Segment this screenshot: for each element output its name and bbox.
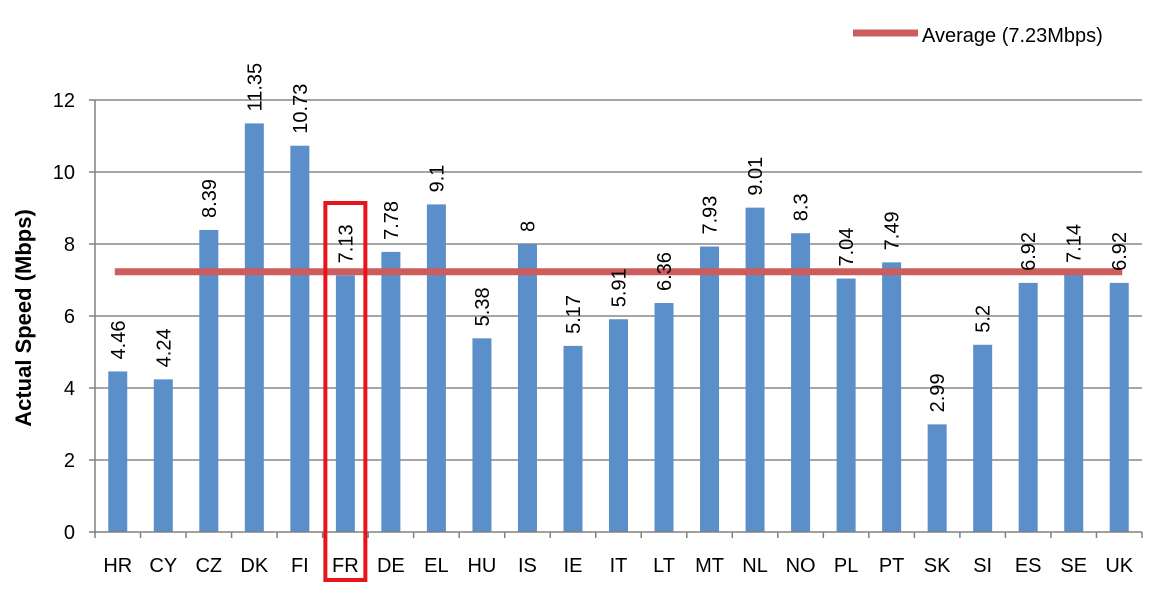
bar-ES [1018, 282, 1038, 532]
data-label-DE: 7.78 [381, 201, 403, 240]
x-tick-label-CZ: CZ [195, 555, 222, 577]
x-tick-label-HR: HR [103, 555, 132, 577]
data-labels: 4.46 4.24 8.39 11.35 10.73 7.13 7.78 9.1 5.38 8 5.… [108, 63, 1131, 413]
bar-SE [1064, 274, 1084, 532]
bar-IE [563, 345, 583, 532]
bar-IS [517, 244, 537, 532]
y-axis-label: Actual Speed (Mbps) [11, 209, 36, 427]
y-tick-labels: 0 2 4 6 8 10 12 [53, 90, 75, 544]
x-tick-label-UK: UK [1105, 555, 1133, 577]
data-label-EL: 9.1 [426, 165, 448, 193]
x-tick-label-EL: EL [424, 555, 448, 577]
bar-FR [335, 275, 355, 532]
highlight-box-FR [323, 201, 368, 582]
data-label-IS: 8 [517, 221, 539, 232]
x-tick-label-PL: PL [834, 555, 858, 577]
x-tick-label-LT: LT [653, 555, 675, 577]
y-tick-label-2: 2 [64, 450, 75, 472]
bar-CZ [199, 229, 219, 532]
bar-MT [700, 246, 720, 532]
data-label-LT: 6.36 [654, 252, 676, 291]
y-tick-label-10: 10 [53, 162, 75, 184]
x-tick-labels: HR CY CZ DK FI FR DE EL HU IS IE IT LT MT NL NO PL PT SK SI… [103, 555, 1133, 577]
data-label-NL: 9.01 [745, 157, 767, 196]
bars [108, 123, 1129, 533]
y-tick-label-4: 4 [64, 378, 75, 400]
x-tick-label-SE: SE [1060, 555, 1087, 577]
x-tick-label-IE: IE [564, 555, 583, 577]
bar-NO [791, 233, 811, 532]
bar-HR [108, 371, 128, 532]
y-tick-label-12: 12 [53, 90, 75, 112]
x-tick-label-ES: ES [1015, 555, 1042, 577]
x-tick-label-PT: PT [879, 555, 905, 577]
bar-IT [609, 319, 628, 532]
data-label-FR: 7.13 [335, 224, 357, 263]
x-tick-label-SK: SK [924, 555, 951, 577]
bar-HU [472, 338, 492, 532]
x-tick-label-FI: FI [291, 555, 309, 577]
data-label-UK: 6.92 [1109, 232, 1131, 271]
x-tick-label-IS: IS [518, 555, 537, 577]
data-label-HU: 5.38 [472, 287, 494, 326]
data-label-CY: 4.24 [153, 328, 175, 367]
x-tick-label-IT: IT [610, 555, 628, 577]
data-label-NO: 8.3 [791, 193, 813, 221]
bar-UK [1109, 282, 1129, 532]
data-label-PL: 7.04 [836, 228, 858, 267]
x-tick-label-HU: HU [467, 555, 496, 577]
bar-DE [381, 251, 401, 533]
data-label-SI: 5.2 [973, 305, 995, 333]
gridlines [95, 99, 1142, 461]
x-tick-label-NO: NO [786, 555, 816, 577]
highlight-group [323, 201, 368, 582]
x-tick-label-MT: MT [695, 555, 724, 577]
x-tick-label-SI: SI [973, 555, 992, 577]
legend: Average (7.23Mbps) [853, 25, 1103, 47]
bar-SK [927, 424, 947, 532]
x-tick-label-CY: CY [149, 555, 177, 577]
data-label-ES: 6.92 [1018, 232, 1040, 271]
x-tick-label-DK: DK [240, 555, 268, 577]
y-tick-label-0: 0 [64, 522, 75, 544]
bar-SI [973, 344, 993, 532]
data-label-IT: 5.91 [609, 268, 631, 307]
data-label-IE: 5.17 [563, 295, 585, 334]
data-label-HR: 4.46 [108, 321, 130, 360]
data-label-SK: 2.99 [927, 373, 949, 412]
y-tick-label-6: 6 [64, 306, 75, 328]
bar-LT [654, 303, 674, 532]
x-tick-label-DE: DE [377, 555, 405, 577]
x-tick-label-FR: FR [332, 555, 359, 577]
bar-DK [244, 123, 264, 533]
x-tick-label-NL: NL [742, 555, 768, 577]
axes [89, 99, 1143, 538]
data-label-FI: 10.73 [290, 84, 312, 134]
bar-FI [290, 145, 310, 532]
bar-CY [153, 379, 173, 532]
bar-EL [426, 204, 446, 532]
bar-PL [836, 278, 856, 532]
data-label-CZ: 8.39 [199, 179, 221, 218]
data-label-DK: 11.35 [244, 63, 266, 112]
data-label-PT: 7.49 [882, 211, 904, 250]
bar-PT [882, 262, 902, 532]
y-tick-label-8: 8 [64, 234, 75, 256]
data-label-MT: 7.93 [700, 196, 722, 235]
data-label-SE: 7.14 [1064, 224, 1086, 263]
legend-average-label: Average (7.23Mbps) [922, 25, 1103, 47]
bar-NL [745, 207, 765, 532]
